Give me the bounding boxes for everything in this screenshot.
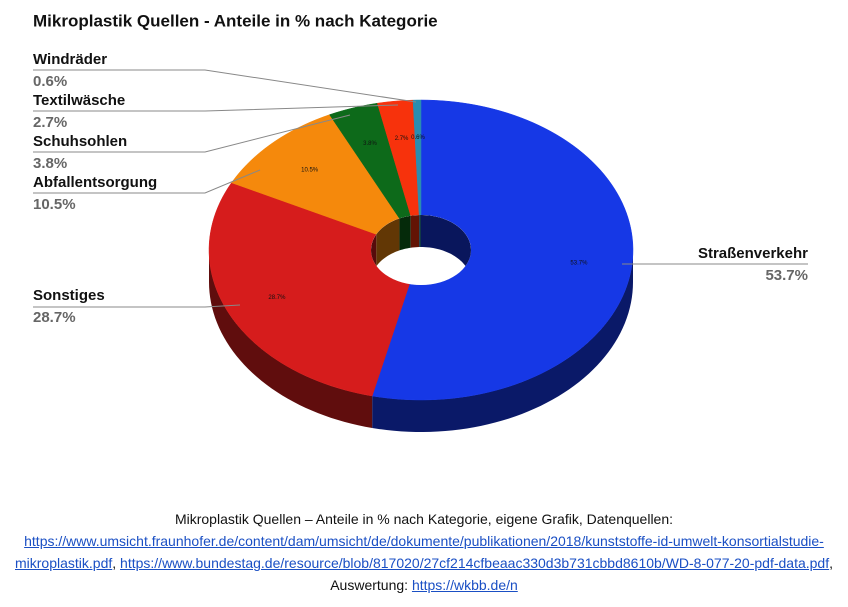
slice-label: 0.6% [411, 135, 425, 141]
caption-text: , [112, 555, 121, 571]
legend-value: 10.5% [33, 196, 76, 213]
slice-inner-wall [376, 218, 400, 267]
leader-line [33, 169, 261, 194]
caption-text: , Auswertung: [330, 555, 833, 593]
legend-value: 0.6% [33, 73, 67, 90]
legend-label: Textilwäsche [33, 92, 125, 109]
hole-walls [371, 215, 471, 282]
legend-value: 2.7% [33, 114, 67, 131]
legend-label: Abfallentsorgung [33, 174, 157, 191]
slice-inner-wall [399, 215, 411, 251]
leader-line [33, 69, 417, 103]
slice-label: 10.5% [301, 167, 319, 173]
legend-label: Sonstiges [33, 287, 105, 304]
slice-inner-wall [421, 215, 471, 282]
legend-label: Windräder [33, 51, 107, 68]
leader-line [33, 104, 399, 112]
caption-text: Mikroplastik Quellen – Anteile in % nach… [174, 511, 674, 527]
chart: Mikroplastik Quellen - Anteile in % nach… [33, 11, 808, 432]
slice-inner-wall [419, 215, 421, 248]
leader-line [33, 304, 241, 308]
slice-side [209, 250, 373, 428]
legend-label: Straßenverkehr [698, 245, 808, 262]
slice-label: 28.7% [268, 295, 286, 301]
caption: Mikroplastik Quellen – Anteile in % nach… [14, 508, 834, 596]
source-link[interactable]: https://wkbb.de/n [411, 577, 518, 593]
legend-label: Schuhsohlen [33, 133, 127, 150]
legend-value: 28.7% [33, 309, 76, 326]
chart-title: Mikroplastik Quellen - Anteile in % nach… [33, 11, 438, 30]
slice-inner-wall [410, 215, 420, 248]
slice-label: 2.7% [395, 136, 409, 142]
slice-label: 53.7% [570, 261, 588, 267]
leader-line [33, 114, 351, 153]
slice-side [372, 250, 633, 432]
slice-label: 3.8% [363, 141, 377, 147]
legend-value: 53.7% [765, 267, 808, 284]
legend-value: 3.8% [33, 155, 67, 172]
source-link[interactable]: https://www.umsicht.fraunhofer.de/conten… [15, 533, 824, 571]
source-link[interactable]: https://www.bundestag.de/resource/blob/8… [120, 555, 830, 571]
